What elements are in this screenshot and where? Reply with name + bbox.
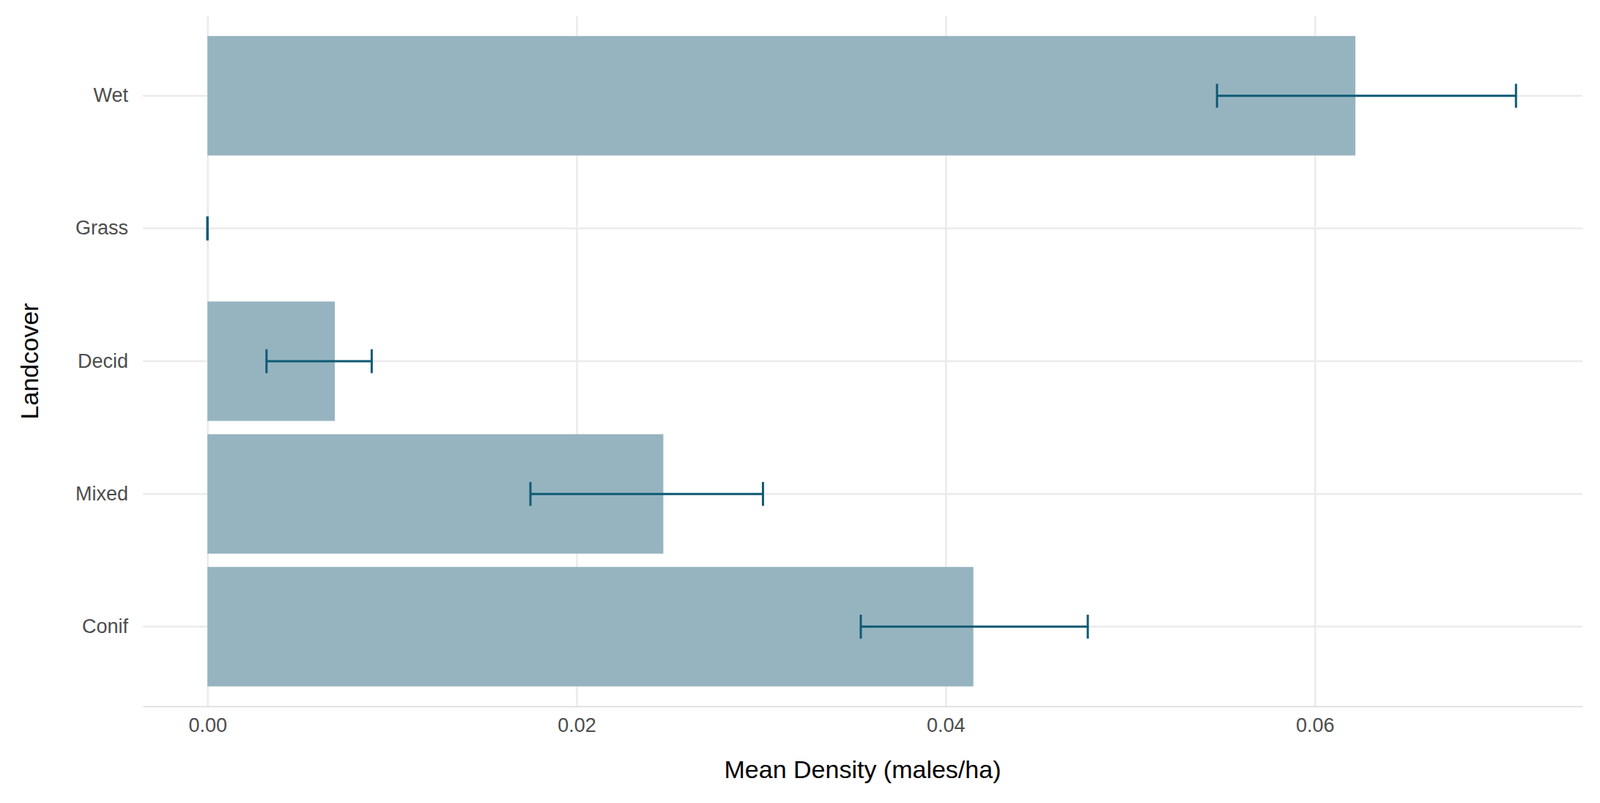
- error-bar-line: [860, 625, 1088, 628]
- error-bar-cap: [859, 614, 862, 639]
- x-tick-label: 0.04: [926, 714, 966, 737]
- chart: 0.00 0.02 0.04 0.06 Wet Grass Decid Mixed Conif M…: [0, 0, 1600, 803]
- error-bar: [266, 349, 373, 374]
- y-tick-label: Conif: [82, 615, 129, 638]
- error-bar: [860, 614, 1088, 639]
- x-tick-label: 0.00: [188, 714, 228, 737]
- error-bar-cap: [761, 482, 765, 507]
- error-bar: [207, 216, 209, 242]
- x-axis-line: [143, 706, 1584, 708]
- y-axis: Wet Grass Decid Mixed Conif: [75, 84, 1583, 638]
- y-tick-label: Decid: [77, 350, 129, 373]
- y-axis-title: Landcover: [15, 303, 44, 420]
- error-bar-cap: [370, 349, 373, 374]
- x-axis-title: Mean Density (males/ha): [724, 755, 1002, 784]
- error-bar-line: [1216, 94, 1516, 97]
- error-bar: [530, 482, 763, 507]
- y-tick-label: Mixed: [75, 482, 129, 505]
- error-bar: [1216, 83, 1516, 108]
- bar: [207, 35, 1356, 156]
- error-bar-cap: [265, 349, 268, 374]
- y-tick-label: Grass: [75, 216, 129, 239]
- y-tick: Grass: [75, 216, 1583, 239]
- bar: [207, 168, 209, 288]
- error-bar-line: [266, 360, 373, 363]
- error-bar-cap: [1515, 83, 1518, 108]
- x-axis: 0.00 0.02 0.04 0.06: [143, 16, 1584, 737]
- y-grid-line: [142, 360, 1583, 363]
- error-bar-cap: [1216, 83, 1219, 108]
- error-bar-cap: [1086, 614, 1089, 639]
- x-tick-label: 0.06: [1295, 714, 1335, 737]
- y-grid-line: [142, 227, 1583, 231]
- error-bar-cap: [529, 482, 532, 507]
- error-bar-cap: [206, 216, 209, 242]
- error-bar-cap: [206, 216, 209, 242]
- x-tick-label: 0.02: [557, 714, 597, 737]
- y-tick-label: Wet: [93, 84, 129, 107]
- bar: [207, 567, 973, 687]
- error-bar-line: [530, 493, 763, 496]
- marks: [207, 35, 1516, 687]
- plot: 0.00 0.02 0.04 0.06 Wet Grass Decid Mixed Conif: [75, 16, 1584, 737]
